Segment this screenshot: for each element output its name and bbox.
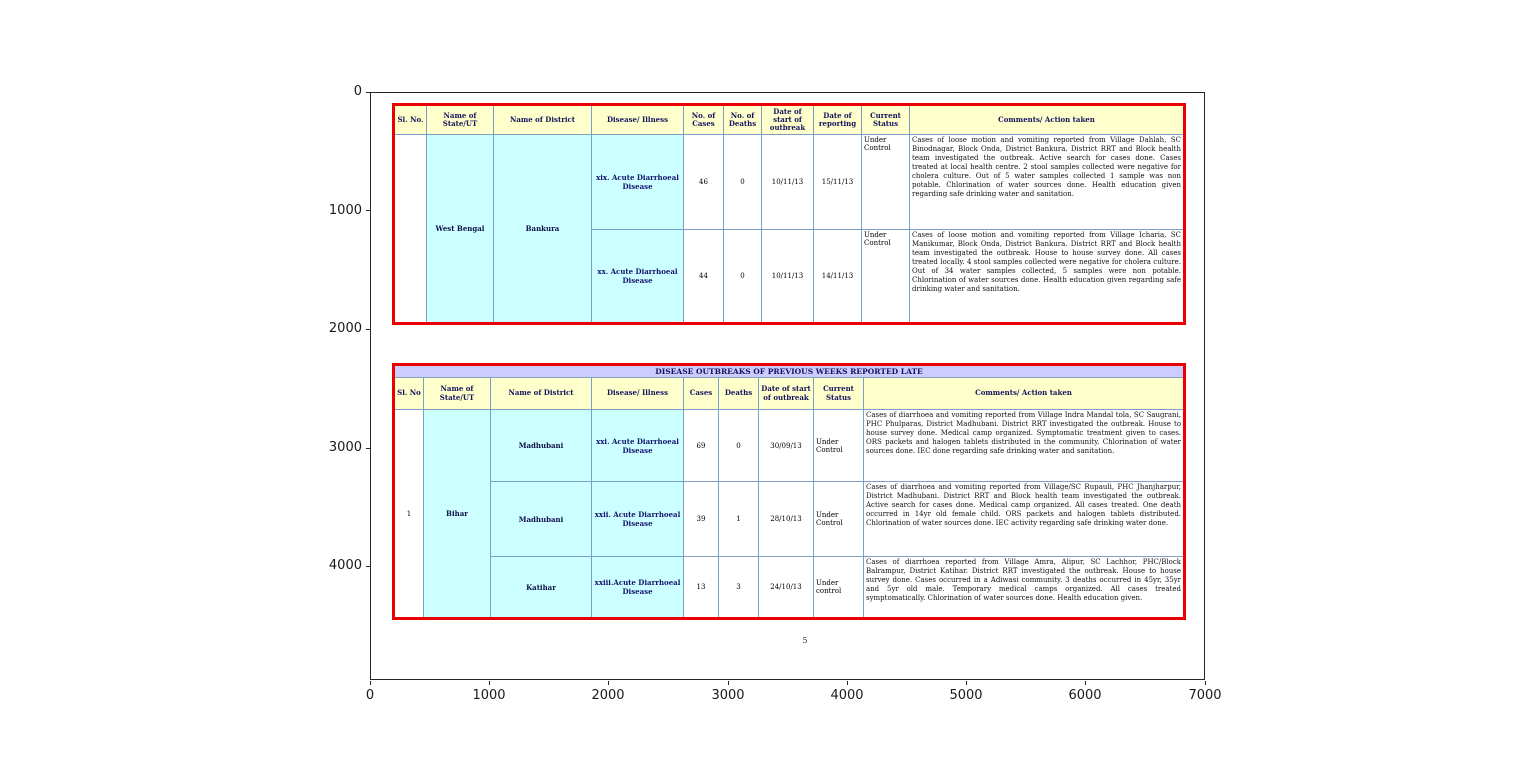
t2-header-district: Name of District [490, 377, 592, 410]
table-row: 1 Bihar Madhubani xxi. Acute Diarrhoeal … [393, 409, 1186, 619]
x-tick-label: 0 [365, 688, 375, 703]
t2-cases-cell: 69 [683, 409, 719, 482]
t1-deaths-cell: 0 [723, 134, 762, 230]
x-tick-label: 7000 [1188, 688, 1222, 703]
page-number: 5 [802, 636, 808, 645]
y-tick-mark [366, 210, 370, 211]
x-tick-mark [489, 681, 490, 685]
t2-disease-cell: xxi. Acute Diarrhoeal Disease [591, 409, 684, 482]
t2-disease-cell: xxiii.Acute Diarrhoeal Disease [591, 556, 684, 619]
y-tick-mark [366, 566, 370, 567]
t2-start-cell: 30/09/13 [758, 409, 814, 482]
y-tick-label: 4000 [328, 558, 362, 573]
table-row: Madhubani xxii. Acute Diarrhoeal Disease… [394, 481, 1186, 557]
t1-header-status: Current Status [861, 104, 910, 135]
y-tick-label: 1000 [328, 203, 362, 218]
t2-district-cell: Madhubani [490, 409, 592, 482]
t2-disease-cell: xxii. Acute Diarrhoeal Disease [591, 481, 684, 557]
t2-title-row: DISEASE OUTBREAKS OF PREVIOUS WEEKS REPO… [392, 364, 1186, 378]
t1-header-deaths: No. of Deaths [723, 104, 762, 135]
t2-comments-cell: Cases of diarrhoea and vomiting reported… [862, 409, 1186, 482]
t2-header-sl: Sl. No [393, 377, 424, 410]
t1-header-state: Name of State/UT [426, 104, 494, 135]
t1-cases-cell: 44 [683, 229, 724, 324]
y-tick-label: 0 [353, 84, 362, 99]
x-tick-label: 4000 [830, 688, 864, 703]
t2-deaths-cell: 0 [718, 409, 759, 482]
t2-cases-cell: 39 [683, 481, 719, 557]
t2-deaths-cell: 1 [718, 481, 759, 557]
t2-state-cell: Bihar [423, 409, 491, 619]
t2-deaths-cell: 3 [718, 556, 759, 619]
t2-start-cell: 28/10/13 [758, 481, 814, 557]
t2-header-disease: Disease/ Illness [591, 377, 684, 410]
t1-comments-cell: Cases of loose motion and vomiting repor… [909, 229, 1185, 324]
t1-deaths-cell: 0 [723, 229, 762, 324]
t2-header-deaths: Deaths [718, 377, 759, 410]
t2-header-start: Date of start of outbreak [758, 377, 814, 410]
t2-status-cell: Under Control [813, 409, 864, 482]
t1-header-row: Sl. No. Name of State/UT Name of Distric… [393, 104, 1185, 135]
x-tick-mark [370, 681, 371, 685]
y-tick-mark [366, 329, 370, 330]
t2-comments-cell: Cases of diarrhoea reported from Village… [862, 556, 1186, 619]
t1-header-comments: Comments/ Action taken [909, 104, 1185, 135]
t2-district-cell: Katihar [490, 556, 592, 619]
t2-header-row: Sl. No Name of State/UT Name of District… [393, 377, 1186, 410]
t1-district-cell: Bankura [493, 134, 592, 324]
t1-reporting-cell: 14/11/13 [813, 229, 862, 324]
table-row: West Bengal Bankura xix. Acute Diarrhoea… [393, 134, 1185, 324]
t2-header-comments: Comments/ Action taken [862, 377, 1186, 410]
t1-status-cell: Under Control [861, 229, 910, 324]
t1-disease-cell: xix. Acute Diarrhoeal Disease [591, 134, 684, 230]
t2-sl-cell: 1 [393, 409, 424, 619]
t2-status-cell: Under control [813, 556, 864, 619]
t2-header-status: Current Status [813, 377, 864, 410]
table-row: Katihar xxiii.Acute Diarrhoeal Disease 1… [394, 556, 1186, 619]
x-tick-mark [1205, 681, 1206, 685]
y-tick-label: 2000 [328, 321, 362, 336]
x-tick-mark [847, 681, 848, 685]
t2-cases-cell: 13 [683, 556, 719, 619]
t1-reporting-cell: 15/11/13 [813, 134, 862, 230]
x-tick-label: 1000 [472, 688, 506, 703]
t1-state-cell: West Bengal [426, 134, 494, 324]
t1-comments-cell: Cases of loose motion and vomiting repor… [909, 134, 1185, 230]
t2-district-cell: Madhubani [490, 481, 592, 557]
t2-header-cases: Cases [683, 377, 719, 410]
t1-header-reporting: Date of reporting [813, 104, 862, 135]
x-tick-mark [966, 681, 967, 685]
outbreak-table-previous: DISEASE OUTBREAKS OF PREVIOUS WEEKS REPO… [392, 363, 1187, 620]
x-tick-label: 3000 [711, 688, 745, 703]
t1-header-district: Name of District [493, 104, 592, 135]
t2-comments-cell: Cases of diarrhoea and vomiting reported… [862, 481, 1186, 557]
t1-sl-cell [393, 134, 427, 324]
t2-title: DISEASE OUTBREAKS OF PREVIOUS WEEKS REPO… [392, 364, 1186, 378]
t1-header-sl: Sl. No. [393, 104, 427, 135]
t2-start-cell: 24/10/13 [758, 556, 814, 619]
t1-disease-cell: xx. Acute Diarrhoeal Disease [591, 229, 684, 324]
table-row: xx. Acute Diarrhoeal Disease 44 0 10/11/… [394, 229, 1185, 324]
y-tick-label: 3000 [328, 440, 362, 455]
x-tick-label: 5000 [949, 688, 983, 703]
outbreak-table-current: Sl. No. Name of State/UT Name of Distric… [392, 103, 1186, 325]
y-tick-mark [366, 92, 370, 93]
t1-header-start: Date of start of outbreak [761, 104, 814, 135]
t2-header-state: Name of State/UT [423, 377, 491, 410]
t1-start-cell: 10/11/13 [761, 134, 814, 230]
x-tick-mark [608, 681, 609, 685]
x-tick-mark [1085, 681, 1086, 685]
t1-cases-cell: 46 [683, 134, 724, 230]
y-tick-mark [366, 448, 370, 449]
t1-header-cases: No. of Cases [683, 104, 724, 135]
x-tick-label: 2000 [591, 688, 625, 703]
x-tick-label: 6000 [1068, 688, 1102, 703]
t1-header-disease: Disease/ Illness [591, 104, 684, 135]
t1-status-cell: Under Control [861, 134, 910, 230]
x-tick-mark [728, 681, 729, 685]
t1-start-cell: 10/11/13 [761, 229, 814, 324]
t2-status-cell: Under Control [813, 481, 864, 557]
